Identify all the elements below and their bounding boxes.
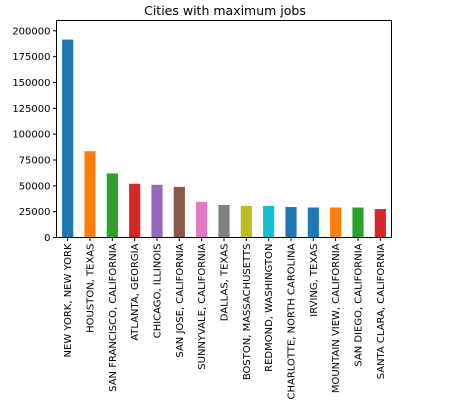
x-tick-label: HOUSTON, TEXAS — [86, 244, 97, 333]
bar — [330, 207, 342, 238]
y-tick-label: 175000 — [12, 52, 50, 63]
x-tick-label: IRVING, TEXAS — [309, 244, 320, 317]
x-tick-label: SAN FRANCISCO, CALIFORNIA — [108, 243, 119, 391]
bar — [62, 39, 74, 238]
x-tick-label: CHARLOTTE, NORTH CAROLINA — [287, 243, 298, 399]
bar — [285, 207, 297, 238]
x-tick-label: CHICAGO, ILLINOIS — [153, 244, 164, 339]
y-tick-label: 200000 — [12, 26, 50, 37]
y-tick-label: 125000 — [12, 104, 50, 115]
chart-title: Cities with maximum jobs — [144, 3, 306, 18]
y-tick-label: 100000 — [12, 130, 50, 141]
bar — [218, 204, 230, 238]
x-tick-label: REDMOND, WASHINGTON — [264, 244, 275, 372]
x-axis: NEW YORK, NEW YORK HOUSTON, TEXAS SAN FRAN… — [63, 237, 387, 399]
bars-layer — [62, 39, 386, 238]
bar — [106, 173, 118, 238]
x-tick-label: ATLANTA, GEORGIA — [130, 243, 141, 340]
bar — [307, 207, 319, 238]
x-tick-label: MOUNTAIN VIEW, CALIFORNIA — [331, 243, 342, 393]
bar — [196, 201, 208, 238]
x-tick-label: BOSTON, MASSACHUSETTS — [242, 243, 253, 380]
plot-frame — [56, 20, 392, 238]
bar — [352, 207, 364, 238]
y-axis: 0 25000 50000 75000 100000 125000 150000 175000… — [12, 26, 57, 244]
x-tick-label: SANTA CLARA, CALIFORNIA — [376, 243, 387, 379]
bar — [240, 205, 252, 238]
y-tick-label: 75000 — [19, 156, 51, 167]
x-tick-label: DALLAS, TEXAS — [220, 244, 231, 322]
bar — [263, 205, 275, 238]
x-tick-label: SUNNYVALE, CALIFORNIA — [197, 243, 208, 369]
bar — [129, 183, 141, 238]
y-tick-label: 50000 — [19, 181, 51, 192]
bar — [173, 186, 185, 238]
bar — [84, 151, 96, 238]
y-tick-label: 150000 — [12, 78, 50, 89]
bar — [374, 209, 386, 238]
x-tick-label: NEW YORK, NEW YORK — [63, 243, 74, 357]
x-tick-label: SAN JOSE, CALIFORNIA — [175, 243, 186, 357]
y-tick-label: 25000 — [19, 207, 51, 218]
y-tick-label: 0 — [44, 233, 50, 244]
x-tick-label: SAN DIEGO, CALIFORNIA — [354, 243, 365, 366]
bar — [151, 184, 163, 238]
